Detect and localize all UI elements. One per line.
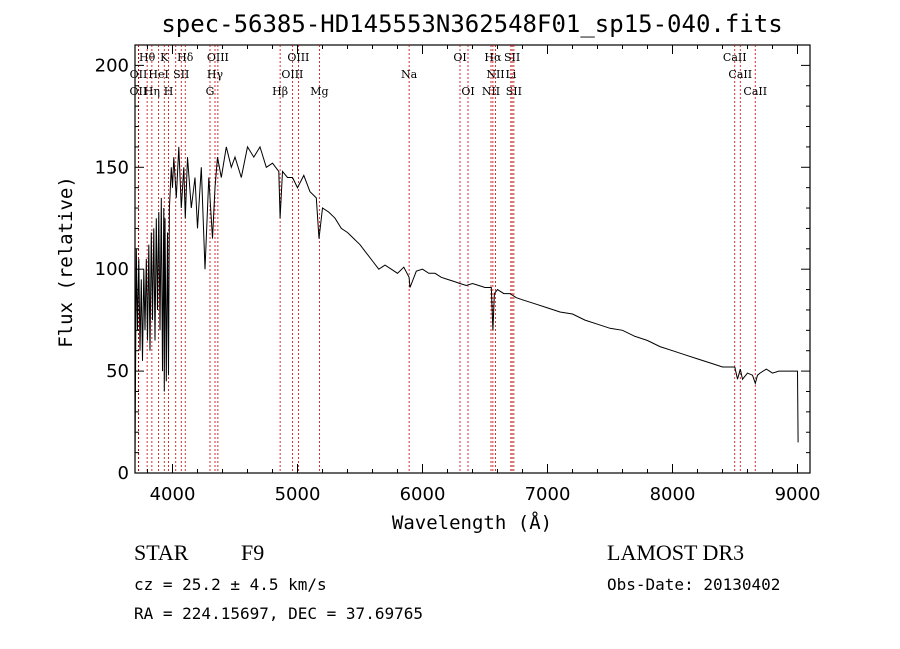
line-label: SII [506,85,522,98]
y-tick-label: 150 [95,157,129,178]
y-tick-label: 200 [95,55,129,76]
object-subclass: F9 [241,540,264,565]
y-tick-label: 0 [118,463,129,484]
x-tick-label: 8000 [650,484,696,505]
line-label: H [164,85,174,98]
line-label: OI [461,85,474,98]
line-label: OI [453,51,466,64]
line-label: Hα [484,51,502,64]
chart-title: spec-56385-HD145553N362548F01_sp15-040.f… [161,10,782,38]
x-tick-label: 5000 [275,484,321,505]
reference-lines [137,45,756,473]
y-tick-label: 100 [95,259,129,280]
x-axis-title: Wavelength (Å) [392,511,552,534]
line-label: NII [482,85,500,98]
line-label: K [160,51,169,64]
line-label: G [206,85,215,98]
axis-ticks: 4000 5000 6000 7000 8000 9000 0 50 100 150 200 [95,45,821,505]
line-label: CaII [728,68,752,81]
object-class: STAR [134,540,189,565]
x-tick-label: 4000 [150,484,196,505]
line-label: Hθ [139,51,156,64]
x-tick-label: 7000 [525,484,571,505]
line-label: OIII [281,68,303,81]
survey-name: LAMOST DR3 [607,540,744,565]
y-axis-title: Flux (relative) [55,176,77,348]
line-label: Hβ [272,85,288,98]
line-label: Hδ [177,51,194,64]
line-label: Li [505,68,516,81]
line-label: CaII [743,85,767,98]
x-tick-label: 9000 [775,484,821,505]
x-tick-label: 6000 [400,484,446,505]
line-label: Mg [310,85,328,98]
line-label: Hγ [207,68,224,81]
line-label: SII [504,51,520,64]
ra-dec: RA = 224.15697, DEC = 37.69765 [134,604,423,623]
line-label: CaII [723,51,747,64]
line-label: Na [401,68,418,81]
line-label: NII [486,68,504,81]
line-label: OII [130,85,148,98]
line-label: SII [173,68,189,81]
line-label: OII [130,68,148,81]
line-label: OIII [287,51,309,64]
line-label: OIII [207,51,229,64]
obs-date: Obs-Date: 20130402 [607,575,780,594]
line-label: HeI [148,68,168,81]
plot-frame [134,44,811,474]
spectrum-line [134,145,799,463]
redshift-cz: cz = 25.2 ± 4.5 km/s [134,575,327,594]
y-tick-label: 50 [106,361,129,382]
line-label: Hη [144,85,160,98]
